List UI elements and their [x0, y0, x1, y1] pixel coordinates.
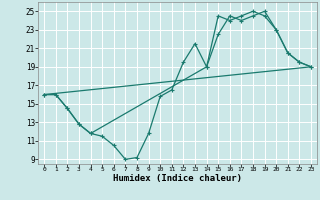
X-axis label: Humidex (Indice chaleur): Humidex (Indice chaleur) [113, 174, 242, 183]
